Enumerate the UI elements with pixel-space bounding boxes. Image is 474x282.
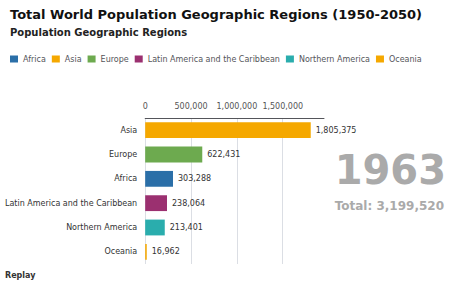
svg-text:Europe: Europe: [109, 150, 137, 159]
svg-text:Africa: Africa: [23, 55, 46, 64]
svg-text:Northern America: Northern America: [66, 223, 137, 232]
svg-text:Northern America: Northern America: [299, 55, 370, 64]
svg-text:Oceania: Oceania: [104, 247, 137, 256]
svg-text:1,500,000: 1,500,000: [262, 102, 303, 111]
svg-text:Asia: Asia: [120, 126, 137, 135]
svg-text:Latin America and the Caribbea: Latin America and the Caribbean: [5, 199, 137, 208]
svg-text:1,805,375: 1,805,375: [316, 126, 357, 135]
svg-text:622,431: 622,431: [207, 150, 240, 159]
svg-text:500,000: 500,000: [174, 102, 207, 111]
svg-text:Population Geographic Regions: Population Geographic Regions: [10, 27, 187, 38]
svg-text:Asia: Asia: [65, 55, 82, 64]
svg-text:1,000,000: 1,000,000: [217, 102, 258, 111]
svg-text:16,962: 16,962: [152, 247, 180, 256]
svg-text:0: 0: [143, 102, 148, 111]
svg-text:Latin America and the Caribbea: Latin America and the Caribbean: [148, 55, 280, 64]
svg-text:303,288: 303,288: [178, 174, 211, 183]
svg-text:213,401: 213,401: [170, 223, 203, 232]
svg-text:238,064: 238,064: [172, 199, 205, 208]
svg-text:Africa: Africa: [114, 174, 137, 183]
svg-text:Total: 3,199,520: Total: 3,199,520: [335, 199, 444, 213]
svg-text:Oceania: Oceania: [389, 55, 422, 64]
svg-text:Europe: Europe: [101, 55, 129, 64]
svg-text:1963: 1963: [335, 147, 446, 193]
svg-text:Total World Population Geograp: Total World Population Geographic Region…: [10, 7, 422, 22]
svg-text:Replay: Replay: [5, 271, 36, 280]
